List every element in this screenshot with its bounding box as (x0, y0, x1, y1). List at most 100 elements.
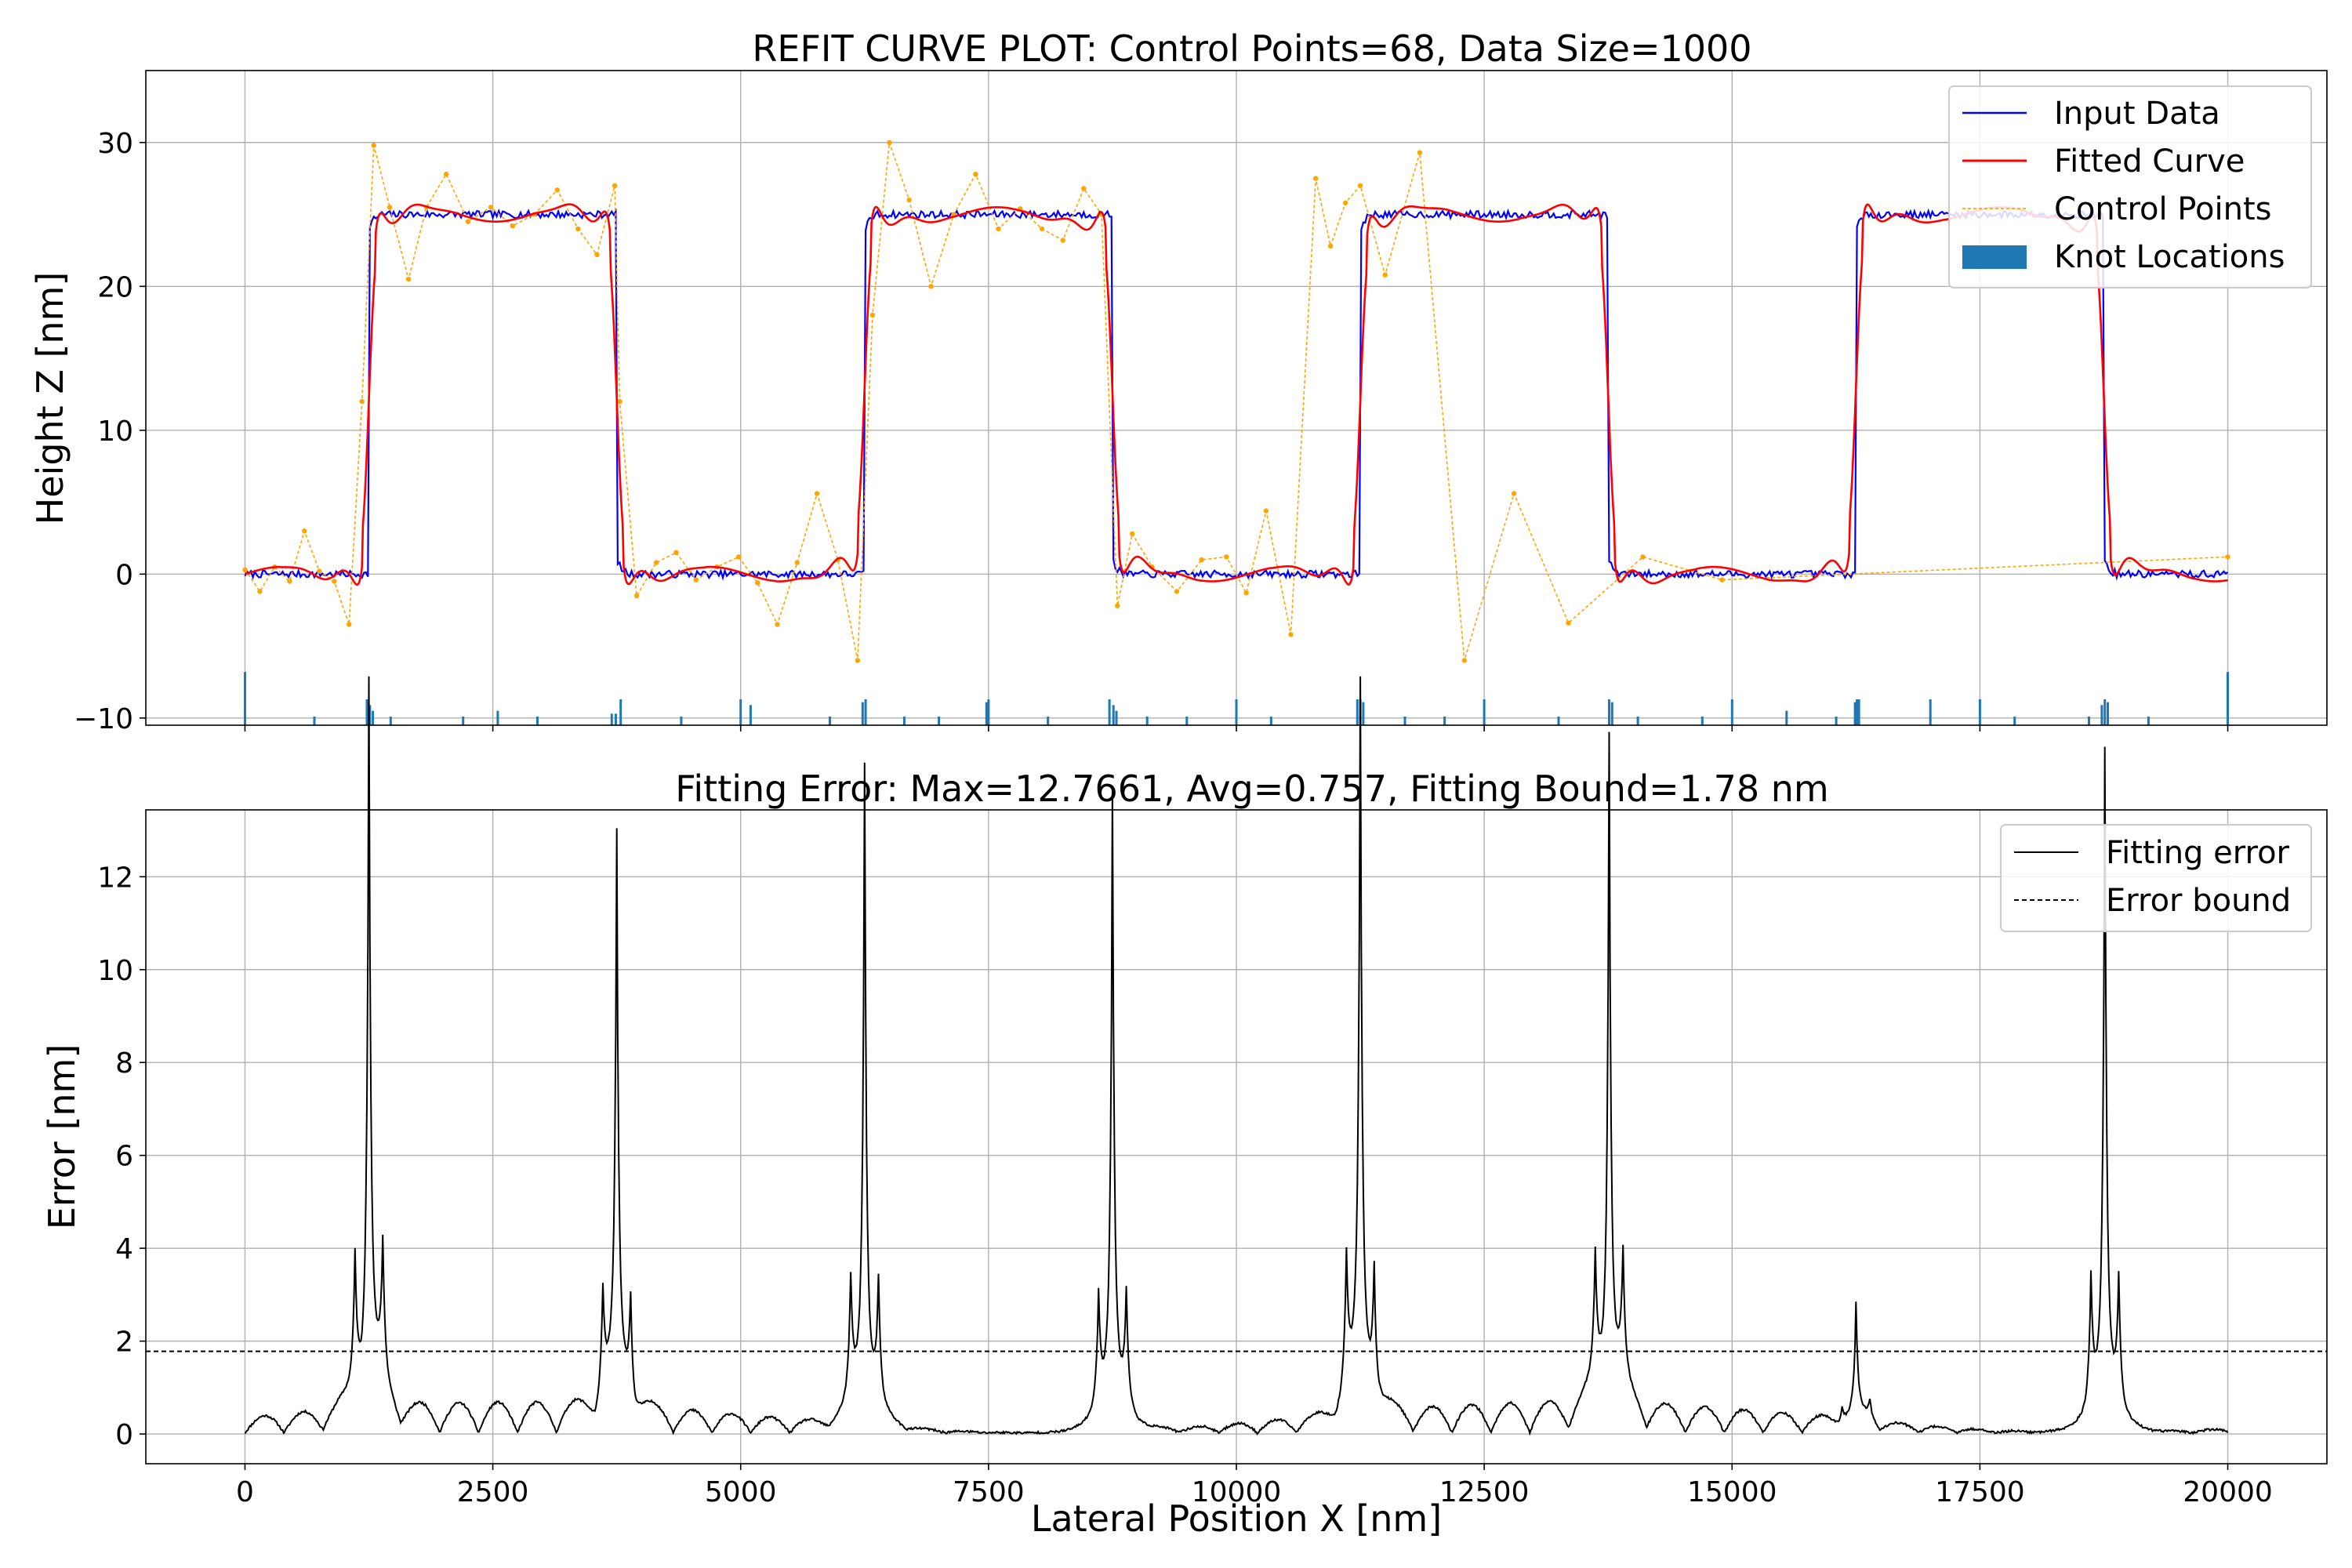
knot-location-bar (1108, 699, 1111, 725)
control-point-marker (2225, 554, 2230, 560)
top-legend-box (1948, 85, 2312, 289)
control-point-marker (1224, 554, 1229, 560)
control-point-marker (1039, 226, 1045, 232)
bottom-x-tick-label: 0 (236, 1476, 254, 1508)
knot-location-bar (1047, 717, 1050, 725)
bottom-y-tick-label: 6 (115, 1141, 133, 1173)
top-y-tick-label: 0 (115, 559, 133, 591)
knot-location-bar (1403, 717, 1406, 725)
bottom-y-tick-label: 12 (97, 862, 133, 894)
legend-error-bound-label: Error bound (2106, 883, 2291, 919)
control-point-marker (673, 550, 679, 555)
control-point-marker (1199, 557, 1204, 563)
knot-location-bar (739, 699, 742, 725)
bottom-tick-labels: 0 2500 5000 7500 10000 12500 15000 17500 20000 0 2… (97, 862, 2273, 1508)
control-point-marker (928, 284, 934, 289)
control-point-marker (1357, 183, 1363, 188)
knot-location-bar (987, 699, 990, 725)
control-point-marker (1417, 150, 1423, 155)
knot-location-bar (2100, 705, 2103, 725)
control-point-marker (510, 223, 516, 229)
top-legend: Input Data Fitted Curve Control Points K… (1948, 85, 2312, 289)
control-point-marker (654, 560, 659, 565)
knot-location-bar (2088, 717, 2090, 725)
control-point-marker (242, 567, 248, 572)
top-y-tick-label: 20 (97, 271, 133, 303)
control-point-marker (996, 226, 1001, 232)
control-point-marker (332, 579, 337, 584)
knot-location-bar (619, 699, 622, 725)
bottom-y-tick-label: 10 (97, 955, 133, 987)
knot-location-bar (1853, 702, 1857, 725)
control-point-marker (347, 622, 352, 627)
control-point-marker (1130, 531, 1135, 537)
knot-location-bar (313, 717, 316, 725)
legend-fitted-curve-label: Fitted Curve (2054, 143, 2245, 180)
knot-location-bar (368, 705, 372, 725)
top-chart-title: REFIT CURVE PLOT: Control Points=68, Dat… (752, 27, 1751, 70)
knot-location-bar (1145, 717, 1149, 725)
knot-location-bar (389, 717, 392, 725)
knot-location-bar (1269, 717, 1272, 725)
knot-location-bar (1610, 702, 1613, 725)
bottom-x-tick-label: 15000 (1687, 1476, 1777, 1508)
knot-location-bar (1483, 699, 1486, 725)
control-point-marker (371, 143, 376, 148)
knot-location-bar (1362, 702, 1365, 725)
bottom-y-tick-label: 8 (115, 1047, 133, 1080)
knot-location-bar (244, 672, 246, 725)
bottom-x-tick-label: 12500 (1439, 1476, 1530, 1508)
control-point-marker (906, 198, 912, 203)
knot-location-bar (1608, 699, 1610, 725)
control-point-marker (693, 577, 699, 583)
control-point-marker (1640, 554, 1646, 560)
knot-location-bar (614, 713, 617, 725)
top-y-tick-label: −10 (74, 703, 133, 735)
bottom-y-axis-label: Error [nm] (41, 1044, 83, 1230)
bottom-y-tick-label: 4 (115, 1233, 133, 1265)
knot-location-bar (2107, 702, 2109, 725)
control-point-marker (633, 593, 640, 598)
knot-location-bar (1978, 699, 1981, 725)
control-point-marker (594, 252, 600, 258)
legend-knot-locations-label: Knot Locations (2054, 239, 2285, 275)
bottom-x-tick-label: 7500 (953, 1476, 1025, 1508)
control-point-marker (488, 205, 494, 210)
knot-location-bar (749, 705, 752, 725)
bottom-y-tick-label: 2 (115, 1327, 133, 1359)
fitting-error-line (244, 676, 2229, 1436)
top-tick-labels: −10 0 10 20 30 (74, 128, 2229, 735)
top-y-tick-label: 10 (97, 416, 133, 448)
bottom-x-tick-label: 10000 (1192, 1476, 1282, 1508)
knot-location-bar (372, 710, 375, 725)
top-axes-frame (145, 70, 2328, 726)
knot-location-bar (1557, 717, 1560, 725)
top-y-axis-label: Height Z [nm] (29, 272, 71, 525)
bottom-legend: Fitting error Error bound (2000, 824, 2312, 932)
bottom-x-tick-label: 17500 (1935, 1476, 2025, 1508)
legend-control-points-label: Control Points (2054, 191, 2271, 227)
control-point-marker (465, 219, 471, 224)
knot-location-bar (1356, 699, 1359, 725)
control-point-marker (1174, 589, 1180, 594)
knot-location-bar (1185, 717, 1189, 725)
knot-location-bar (2147, 717, 2150, 725)
knot-location-bar (1929, 699, 1932, 725)
control-point-marker (575, 226, 581, 232)
control-point-marker (387, 205, 393, 210)
knot-location-bar (1857, 699, 1860, 725)
control-point-marker (1263, 508, 1269, 514)
legend-input-data-label: Input Data (2054, 96, 2220, 132)
bottom-axes-frame (145, 809, 2328, 1465)
knot-location-bar (1443, 717, 1446, 725)
control-point-marker (1566, 620, 1571, 626)
bottom-y-tick-label: 0 (115, 1419, 133, 1451)
knot-location-bar (2103, 699, 2107, 725)
knot-location-bar (462, 717, 465, 725)
control-point-marker (775, 622, 780, 627)
control-polygon-line (244, 142, 2228, 661)
knot-location-bar (1785, 710, 1788, 725)
control-point-marker (1382, 272, 1388, 278)
bottom-x-tick-label: 2500 (457, 1476, 529, 1508)
control-point-marker (405, 276, 412, 282)
